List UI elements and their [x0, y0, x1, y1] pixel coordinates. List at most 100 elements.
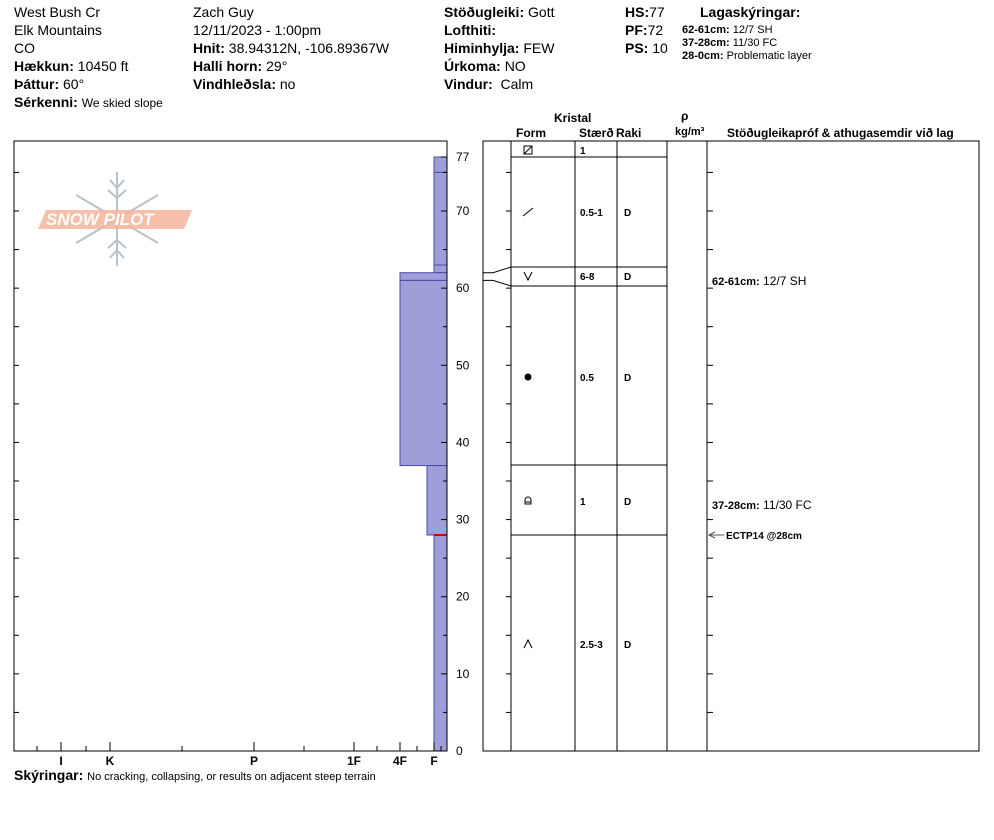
observation-datetime: 12/11/2023 - 1:00pm: [193, 22, 322, 38]
hardness-bar: [426, 465, 448, 536]
footer-text: No cracking, collapsing, or results on a…: [87, 771, 376, 783]
moisture-label: D: [624, 497, 631, 508]
y-tick-label: 77: [456, 150, 470, 164]
logo-text: SNOW PILOT: [46, 210, 154, 229]
slope-value: 29°: [266, 58, 288, 74]
snowpilot-logo: SNOW PILOT: [38, 168, 196, 272]
layer-note-range: 28-0cm:: [682, 50, 724, 62]
x-tick-label: I: [59, 754, 62, 768]
comments-heading: Stöðugleikapróf & athugasemdir við lag: [727, 126, 954, 140]
grain-size-label: 1: [580, 146, 586, 157]
layer-note: 37-28cm: 11/30 FC: [682, 37, 777, 50]
sky-row: Himinhylja: FEW: [444, 40, 554, 56]
stability-value: Gott: [528, 4, 555, 20]
moisture-heading: Raki: [616, 126, 642, 140]
x-tick-label: P: [250, 754, 258, 768]
wind-loading-label: Vindhleðsla:: [193, 76, 276, 92]
layer-connector: [483, 266, 512, 274]
layer-connector: [483, 279, 512, 287]
snowflake-icon: [38, 172, 192, 266]
grain-size-label: 6-8: [580, 272, 595, 283]
observer-name: Zach Guy: [193, 4, 254, 20]
faceted-crystal-icon: [524, 496, 532, 505]
pf-row: PF:72: [625, 22, 663, 38]
moisture-label: D: [624, 373, 631, 384]
aspect-label: Þáttur:: [14, 76, 60, 92]
ps-label: PS:: [625, 40, 649, 56]
x-tick-label: 1F: [347, 754, 361, 768]
ps-value: 10: [652, 40, 668, 56]
aspect-value: 60°: [63, 76, 85, 92]
moisture-label: D: [624, 272, 631, 283]
x-tick-label: K: [106, 754, 115, 768]
depth-hoar-icon: [523, 638, 533, 649]
location-name: West Bush Cr: [14, 4, 101, 20]
y-tick-label: 10: [456, 667, 470, 681]
wind-value: Calm: [500, 76, 534, 92]
hardness-bar: [433, 171, 448, 266]
hardness-bar: [399, 279, 448, 467]
layer-note: 62-61cm: 12/7 SH: [682, 24, 773, 37]
footer-comments: Skýringar: No cracking, collapsing, or r…: [14, 767, 376, 785]
decomposing-icon: [523, 145, 533, 155]
stability-row: Stöðugleiki: Gott: [444, 4, 554, 20]
hardness-bar: [399, 272, 448, 281]
air-temp-row: Lofthiti:: [444, 22, 496, 38]
layer-note-text: 12/7 SH: [732, 24, 773, 36]
slope-row: Halli horn: 29°: [193, 58, 287, 74]
wind-loading-value: no: [279, 76, 296, 92]
coords-label: Hnit:: [193, 40, 225, 56]
coords-row: Hnit: 38.94312N, -106.89367W: [193, 40, 389, 56]
sky-label: Himinhylja:: [444, 40, 520, 56]
layer-table-frame: [482, 140, 980, 752]
density-symbol: ρ: [681, 109, 689, 123]
pf-label: PF:: [625, 22, 648, 38]
x-tick-label: F: [430, 754, 437, 768]
hardness-plot-frame: [13, 140, 448, 752]
aspect-row: Þáttur: 60°: [14, 76, 84, 92]
stability-test-label: ECTP14 @28cm: [726, 531, 802, 542]
y-tick-label: 40: [456, 435, 470, 449]
y-tick-label: 60: [456, 281, 470, 295]
precip-particle-icon: [522, 207, 534, 217]
hs-value: 77: [649, 4, 665, 20]
layer-notes-title: Lagaskýringar:: [700, 4, 801, 20]
elevation-row: Hækkun: 10450 ft: [14, 58, 128, 74]
layer-note-text: 11/30 FC: [732, 37, 778, 49]
hs-row: HS:77: [625, 4, 665, 20]
layer-note: 28-0cm: Problematic layer: [682, 50, 812, 63]
layer-comment: 37-28cm: 11/30 FC: [712, 498, 812, 512]
layer-comment: 62-61cm: 12/7 SH: [712, 274, 806, 288]
hardness-bar: [433, 534, 448, 752]
layer-note-text: Problematic layer: [726, 50, 812, 62]
wind-label: Vindur:: [444, 76, 493, 92]
surface-hoar-icon: [523, 271, 533, 282]
sky-value: FEW: [523, 40, 555, 56]
mountain-range: Elk Mountains: [14, 22, 102, 38]
wind-row: Vindur: Calm: [444, 76, 533, 92]
x-tick-label: 4F: [393, 754, 407, 768]
air-temp-label: Lofthiti:: [444, 22, 497, 38]
moisture-label: D: [624, 640, 631, 651]
density-unit: kg/m³: [675, 126, 705, 138]
hardness-bar: [433, 264, 448, 274]
layer-note-range: 62-61cm:: [682, 24, 730, 36]
hardness-bar: [433, 156, 448, 173]
features-row: Sérkenni: We skied slope: [14, 94, 163, 111]
size-heading: Stærð: [579, 126, 614, 140]
test-arrow-head: [707, 531, 716, 539]
y-tick-label: 20: [456, 590, 470, 604]
rounded-grain-icon: [524, 373, 532, 381]
y-tick-label: 70: [456, 204, 470, 218]
grain-size-label: 0.5-1: [580, 208, 603, 219]
coords-value: 38.94312N, -106.89367W: [228, 40, 390, 56]
form-heading: Form: [516, 126, 546, 140]
grain-size-label: 0.5: [580, 373, 594, 384]
features-value: We skied slope: [81, 96, 163, 110]
moisture-label: D: [624, 208, 631, 219]
layer-note-range: 37-28cm:: [682, 37, 730, 49]
hs-label: HS:: [625, 4, 650, 20]
stability-label: Stöðugleiki:: [444, 4, 525, 20]
precip-row: Úrkoma: NO: [444, 58, 526, 74]
